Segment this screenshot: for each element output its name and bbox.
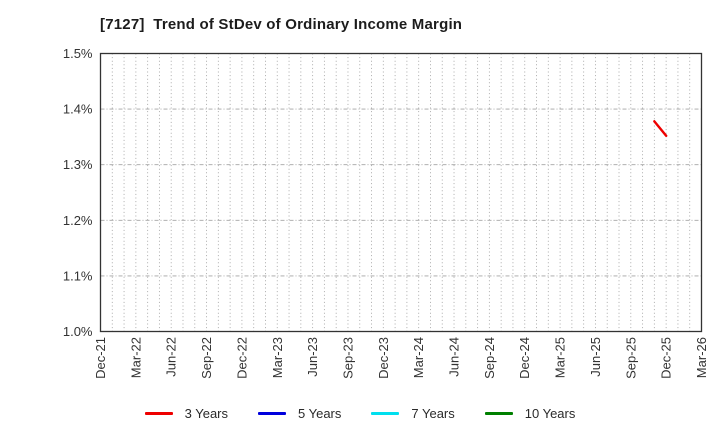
x-tick-label: Mar-25	[553, 337, 568, 378]
legend-line-sample	[484, 412, 513, 415]
series-line-3-years	[653, 120, 668, 137]
legend-item-5-years: 5 Years	[258, 406, 341, 421]
x-tick-label: Dec-21	[93, 337, 108, 379]
x-tick-label: Mar-23	[270, 337, 285, 378]
x-tick-label: Jun-24	[447, 337, 462, 377]
x-tick-label: Jun-22	[164, 337, 179, 377]
y-tick-label: 1.0%	[63, 324, 93, 339]
legend-item-10-years: 10 Years	[484, 406, 576, 421]
gridlines-vertical	[111, 53, 691, 332]
x-tick-label: Jun-23	[305, 337, 320, 377]
legend-item-3-years: 3 Years	[144, 406, 228, 421]
y-tick-label: 1.5%	[63, 46, 93, 61]
x-tick-label: Mar-26	[694, 337, 709, 378]
legend-line-sample	[144, 412, 173, 415]
legend-line-sample	[371, 412, 400, 415]
chart-title: [7127] Trend of StDev of Ordinary Income…	[100, 16, 463, 33]
x-tick-label: Dec-25	[659, 337, 674, 379]
x-tick-label: Mar-24	[411, 337, 426, 378]
legend-label: 3 Years	[184, 406, 228, 421]
legend-item-7-years: 7 Years	[371, 406, 455, 421]
x-tick-label: Dec-22	[234, 337, 249, 379]
x-tick-label: Sep-25	[623, 337, 638, 379]
y-axis-labels: 1.0% 1.1% 1.2% 1.3% 1.4% 1.5%	[63, 46, 93, 339]
x-tick-label: Dec-24	[517, 337, 532, 379]
y-tick-label: 1.2%	[63, 213, 93, 228]
legend-label: 10 Years	[524, 406, 576, 421]
legend-label: 7 Years	[411, 406, 455, 421]
legend-label: 5 Years	[298, 406, 342, 421]
y-tick-label: 1.4%	[63, 102, 93, 117]
plot-area-border	[99, 52, 703, 333]
gridlines-horizontal	[100, 108, 702, 277]
legend-line-sample	[258, 412, 286, 415]
x-tick-label: Sep-23	[340, 337, 355, 379]
x-tick-label: Jun-25	[588, 337, 603, 377]
x-tick-label: Sep-24	[482, 337, 497, 379]
x-tick-label: Dec-23	[376, 337, 391, 379]
x-tick-label: Mar-22	[128, 337, 143, 378]
x-tick-label: Sep-22	[199, 337, 214, 379]
chart-legend: 3 Years 5 Years 7 Years 10 Years	[0, 406, 720, 421]
x-axis-labels: Dec-21 Mar-22 Jun-22 Sep-22 Dec-22 Mar-23 Jun-…	[93, 337, 709, 379]
y-tick-label: 1.1%	[63, 268, 93, 283]
y-tick-label: 1.3%	[63, 157, 93, 172]
